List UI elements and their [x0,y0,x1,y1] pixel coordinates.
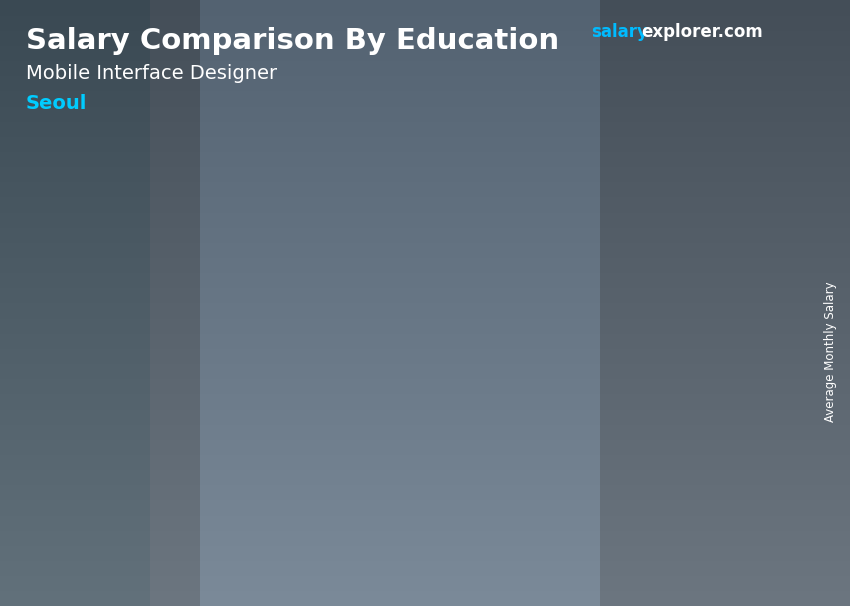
Circle shape [716,67,729,78]
Bar [524,290,531,509]
Bar [285,348,358,509]
Circle shape [708,37,737,61]
Wedge shape [694,61,751,84]
Text: +26%: +26% [533,172,614,196]
Text: +36%: +36% [359,216,439,241]
Text: Average Monthly Salary: Average Monthly Salary [824,281,837,422]
Bar [110,367,115,509]
Text: 5,070,000 KRW: 5,070,000 KRW [456,272,571,285]
Bar [350,348,358,509]
Circle shape [716,43,729,55]
Text: 6,400,000 KRW: 6,400,000 KRW [669,215,784,227]
Text: salary: salary [591,23,648,41]
Text: 3,740,000 KRW: 3,740,000 KRW [326,330,441,342]
Wedge shape [694,37,751,61]
Bar [632,233,637,509]
Bar [458,290,531,509]
Text: Mobile Interface Designer: Mobile Interface Designer [26,64,276,82]
Circle shape [708,61,737,84]
Text: +14%: +14% [185,282,266,307]
Bar [632,233,706,509]
Bar [285,348,289,509]
Circle shape [694,37,751,84]
Bar [698,233,705,509]
Text: Salary Comparison By Education: Salary Comparison By Education [26,27,558,55]
Text: 3,280,000 KRW: 3,280,000 KRW [144,349,258,362]
Bar [110,367,184,509]
Text: explorer.com: explorer.com [642,23,763,41]
Bar [458,290,463,509]
Text: Seoul: Seoul [26,94,87,113]
Bar [176,367,184,509]
